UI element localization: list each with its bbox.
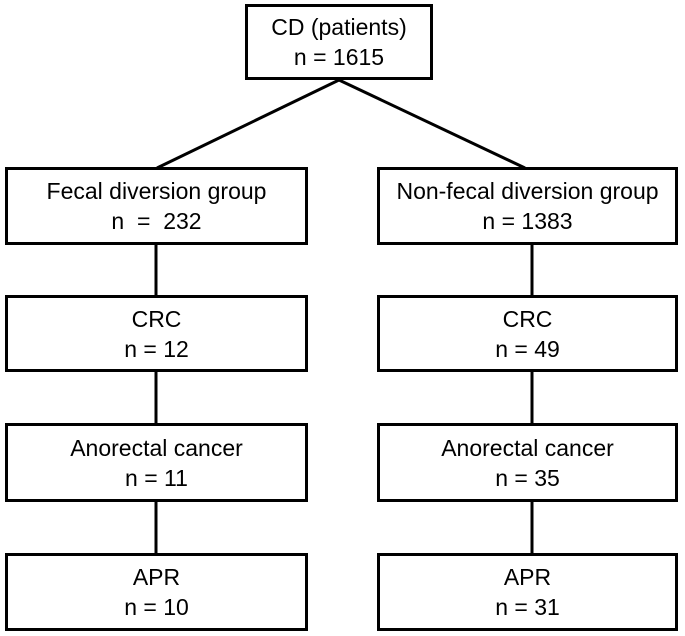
- node-label: CD (patients): [271, 14, 407, 40]
- node-label: Non-fecal diversion group: [396, 178, 659, 204]
- node-crc-fecal: CRC n = 12: [5, 295, 308, 372]
- node-count: n = 232: [111, 208, 202, 234]
- node-label: Anorectal cancer: [441, 434, 614, 461]
- node-count: n = 11: [125, 464, 188, 491]
- edge-root-to-right: [338, 78, 526, 170]
- node-apr-fecal: APR n = 10: [5, 553, 308, 631]
- node-label: CRC: [502, 305, 553, 332]
- node-label: APR: [132, 564, 181, 590]
- node-label: Fecal diversion group: [46, 178, 267, 204]
- node-count: n = 49: [495, 335, 560, 362]
- node-crc-non-fecal: CRC n = 49: [377, 295, 678, 372]
- node-cd-patients: CD (patients) n = 1615: [245, 4, 433, 80]
- node-count: n = 1383: [482, 208, 573, 234]
- edge-root-to-left: [156, 78, 340, 170]
- node-count: n = 35: [495, 464, 560, 491]
- node-label: Anorectal cancer: [70, 434, 243, 461]
- node-count: n = 10: [124, 594, 189, 620]
- node-count: n = 12: [124, 335, 189, 362]
- node-anorectal-cancer-non-fecal: Anorectal cancer n = 35: [377, 423, 678, 502]
- node-count: n = 1615: [293, 44, 385, 70]
- node-label: APR: [503, 564, 552, 590]
- node-anorectal-cancer-fecal: Anorectal cancer n = 11: [5, 423, 308, 502]
- node-count: n = 31: [495, 594, 560, 620]
- node-non-fecal-diversion-group: Non-fecal diversion group n = 1383: [377, 167, 678, 245]
- node-apr-non-fecal: APR n = 31: [377, 553, 678, 631]
- node-fecal-diversion-group: Fecal diversion group n = 232: [5, 167, 308, 245]
- node-label: CRC: [131, 305, 182, 332]
